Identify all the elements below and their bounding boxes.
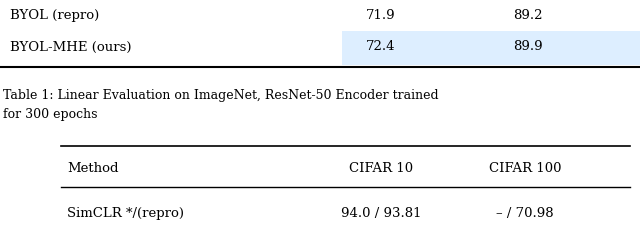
Text: 89.9: 89.9 bbox=[513, 40, 543, 54]
Text: 71.9: 71.9 bbox=[366, 9, 396, 22]
Text: CIFAR 100: CIFAR 100 bbox=[488, 161, 561, 175]
Text: 89.2: 89.2 bbox=[513, 9, 543, 22]
FancyBboxPatch shape bbox=[342, 31, 640, 65]
Text: – / 70.98: – / 70.98 bbox=[496, 207, 554, 220]
Text: 94.0 / 93.81: 94.0 / 93.81 bbox=[340, 207, 421, 220]
Text: CIFAR 10: CIFAR 10 bbox=[349, 161, 413, 175]
Text: BYOL-MHE (ours): BYOL-MHE (ours) bbox=[10, 40, 131, 54]
Text: 72.4: 72.4 bbox=[366, 40, 396, 54]
Text: Method: Method bbox=[67, 161, 118, 175]
Text: BYOL (repro): BYOL (repro) bbox=[10, 9, 99, 22]
Text: Table 1: Linear Evaluation on ImageNet, ResNet-50 Encoder trained
for 300 epochs: Table 1: Linear Evaluation on ImageNet, … bbox=[3, 89, 439, 121]
Text: SimCLR */(repro): SimCLR */(repro) bbox=[67, 207, 184, 220]
